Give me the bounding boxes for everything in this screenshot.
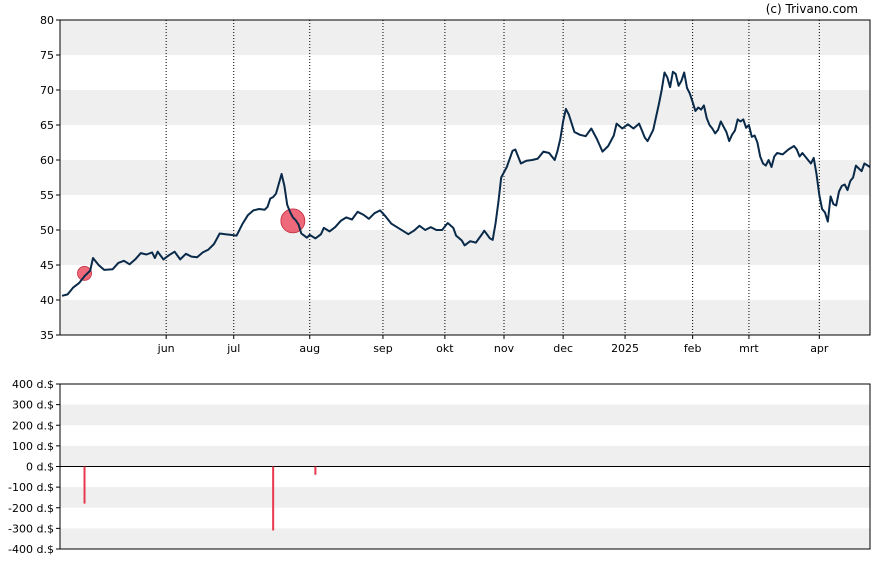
x-tick-label: dec bbox=[553, 342, 573, 355]
y-tick-label: 50 bbox=[40, 224, 54, 237]
grid-band bbox=[60, 90, 870, 125]
x-tick-label: nov bbox=[494, 342, 515, 355]
y-tick-label: 100 d.$ bbox=[12, 440, 54, 453]
x-tick-label: okt bbox=[436, 342, 454, 355]
y-tick-label: 70 bbox=[40, 84, 54, 97]
x-tick-label: apr bbox=[810, 342, 829, 355]
grid-band bbox=[60, 230, 870, 265]
y-tick-label: 200 d.$ bbox=[12, 419, 54, 432]
credit-text: (c) Trivano.com bbox=[766, 2, 858, 16]
y-tick-label: 80 bbox=[40, 14, 54, 27]
y-tick-label: -200 d.$ bbox=[8, 502, 54, 515]
grid-band bbox=[60, 528, 870, 549]
grid-band bbox=[60, 487, 870, 508]
transactions-chart: 400 d.$ 300 d.$ 200 d.$ 100 d.$ 0 d.$ -100 d.… bbox=[8, 378, 871, 556]
x-tick-label: aug bbox=[299, 342, 320, 355]
y-tick-label: 55 bbox=[40, 189, 54, 202]
x-tick-label: 2025 bbox=[611, 342, 639, 355]
x-tick-label: sep bbox=[373, 342, 392, 355]
y-tick-label: 75 bbox=[40, 49, 54, 62]
x-tick-label: mrt bbox=[739, 342, 759, 355]
grid-band bbox=[60, 404, 870, 426]
grid-band bbox=[60, 300, 870, 335]
price-line bbox=[61, 70, 871, 297]
y-tick-label: 45 bbox=[40, 259, 54, 272]
y-tick-label: 40 bbox=[40, 294, 54, 307]
plot-frame bbox=[59, 383, 871, 550]
grid-band bbox=[60, 445, 870, 467]
y-tick-label: 300 d.$ bbox=[12, 399, 54, 412]
y-tick-label: -300 d.$ bbox=[8, 522, 54, 535]
y-tick-label: -100 d.$ bbox=[8, 481, 54, 494]
y-tick-label: 65 bbox=[40, 119, 54, 132]
trade-marker bbox=[280, 208, 306, 234]
grid-band bbox=[60, 20, 870, 55]
x-tick-label: feb bbox=[684, 342, 702, 355]
trade-marker bbox=[77, 265, 92, 281]
y-tick-label: 60 bbox=[40, 154, 54, 167]
y-tick-label: 0 d.$ bbox=[26, 461, 54, 474]
price-chart: jun jul aug sep okt nov dec 2025 feb mrt apr 35 40 45… bbox=[40, 14, 871, 355]
y-tick-label: 400 d.$ bbox=[12, 378, 54, 391]
x-tick-label: jul bbox=[226, 342, 240, 355]
y-tick-label: 35 bbox=[40, 329, 54, 342]
y-tick-label: -400 d.$ bbox=[8, 543, 54, 556]
grid-band bbox=[60, 160, 870, 195]
x-tick-label: jun bbox=[157, 342, 175, 355]
plot-frame bbox=[59, 19, 871, 336]
